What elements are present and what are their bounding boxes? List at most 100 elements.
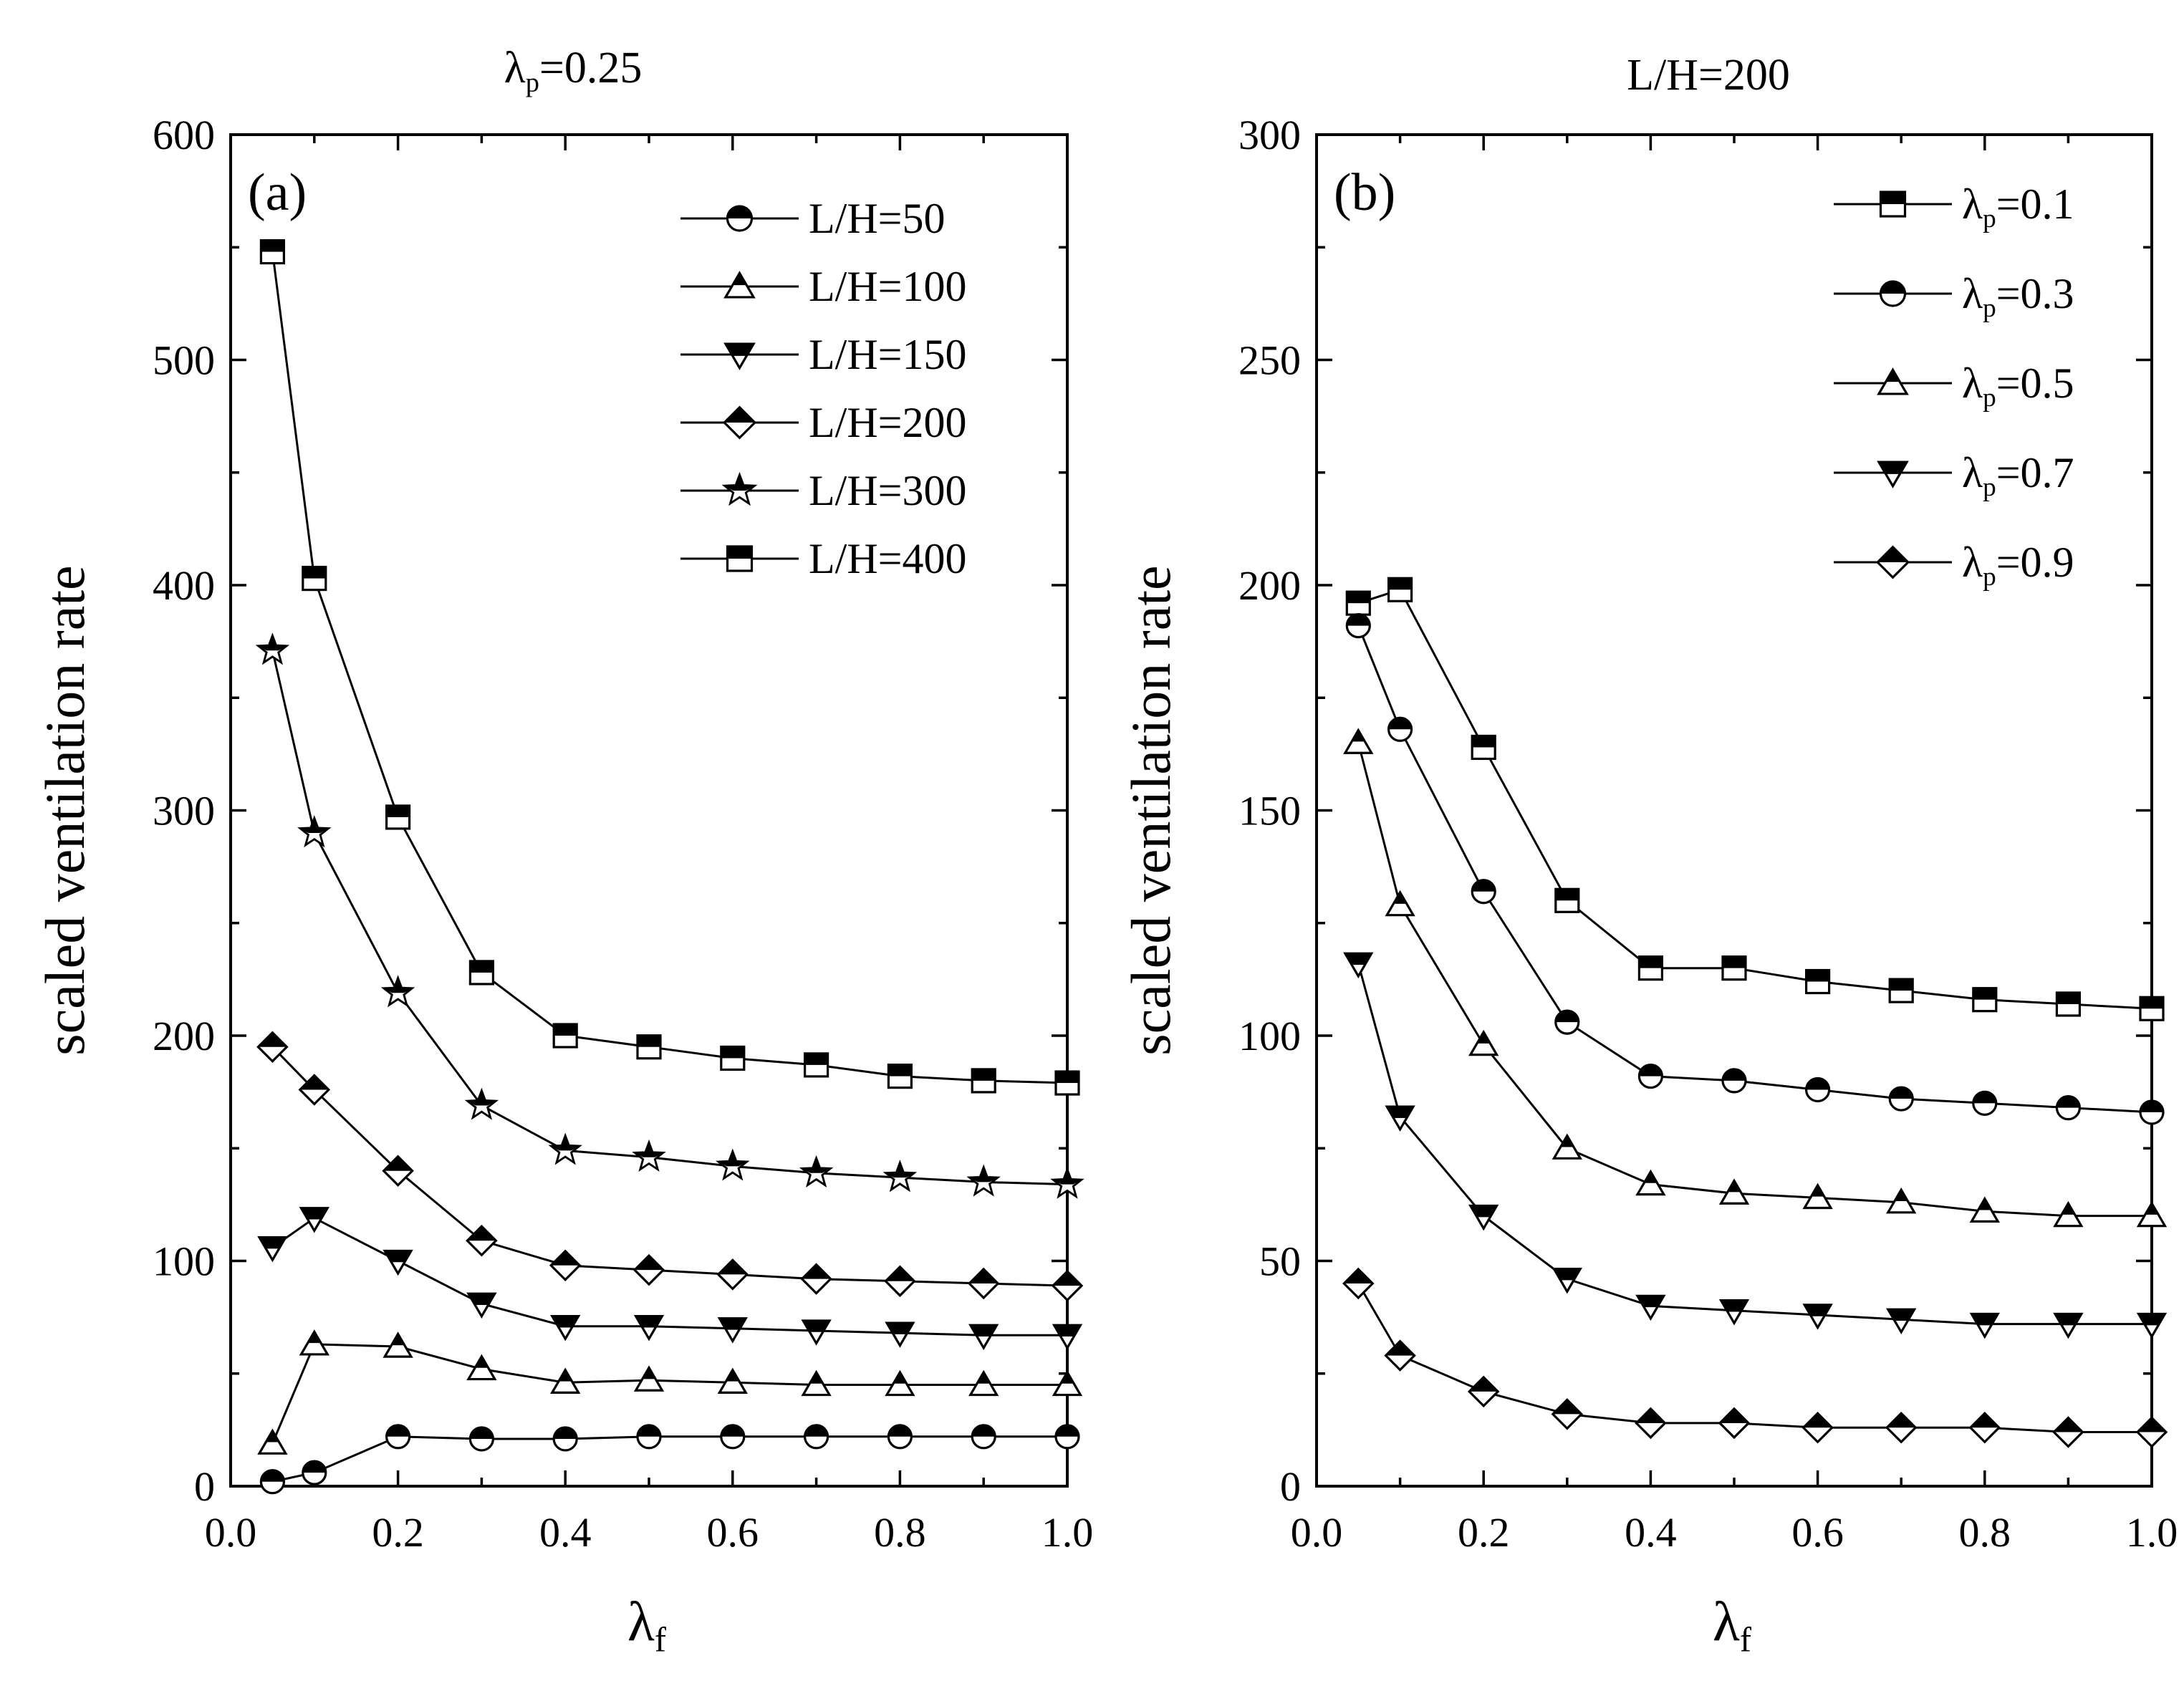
data-point-fill — [1387, 1107, 1413, 1118]
data-point — [882, 1160, 918, 1193]
y-tick-label: 300 — [1238, 112, 1301, 158]
legend-label-sub: p — [1983, 204, 1996, 233]
data-point-fill — [1385, 1341, 1415, 1356]
data-point — [1635, 1294, 1666, 1321]
legend-entry: L/H=300 — [680, 467, 967, 514]
data-point-fill — [1347, 614, 1370, 626]
data-point-fill — [1894, 1190, 1908, 1201]
legend-label: λp=0.5 — [1962, 360, 2074, 413]
y-tick-label: 50 — [1259, 1238, 1301, 1285]
data-point-fill — [301, 1208, 328, 1220]
data-point — [1384, 1339, 1416, 1372]
data-point-outline — [2136, 1200, 2168, 1228]
x-axis-title-main: λ — [1713, 1590, 1740, 1652]
data-point — [887, 1064, 913, 1089]
data-point-fill — [1806, 1078, 1829, 1090]
legend-label: λp=0.3 — [1962, 270, 2074, 323]
data-point-fill — [642, 1367, 656, 1379]
legend-marker-fill — [724, 407, 755, 423]
legend-entry: L/H=200 — [680, 399, 967, 446]
data-point — [2053, 1200, 2084, 1228]
data-point-fill — [638, 1425, 660, 1437]
legend-label: λp=0.1 — [1962, 180, 2074, 233]
data-point-fill — [1560, 1135, 1574, 1147]
legend-label-main: λ — [1962, 539, 1983, 586]
data-point-fill — [718, 1151, 747, 1167]
data-point-fill — [1973, 988, 1996, 1000]
data-point-outline — [1052, 1369, 1083, 1397]
legend-label-sub: p — [1983, 383, 1996, 413]
data-point-fill — [1344, 1268, 1373, 1283]
data-point — [632, 1253, 665, 1286]
y-axis-title: scaled ventilation rate — [34, 565, 96, 1055]
data-point — [1805, 1076, 1831, 1103]
legend-marker-fill — [1878, 462, 1908, 474]
y-tick-label: 0 — [194, 1463, 215, 1510]
data-point — [382, 1155, 414, 1187]
data-point-fill — [468, 1294, 495, 1306]
data-point-fill — [1803, 1413, 1832, 1428]
data-point — [1342, 1267, 1375, 1300]
data-point-fill — [1806, 970, 1829, 982]
data-point-fill — [2145, 1203, 2159, 1215]
data-point-fill — [2138, 1314, 2165, 1326]
data-point — [297, 815, 332, 848]
panel-title: λp=0.25 — [504, 44, 643, 97]
data-point-fill — [1393, 892, 1407, 904]
data-point-fill — [1890, 979, 1913, 991]
legend-label-sub: p — [1983, 562, 1996, 592]
legend-marker-fill — [732, 273, 747, 286]
legend-marker — [726, 545, 754, 572]
y-tick-label: 100 — [1238, 1013, 1301, 1059]
data-point — [1385, 890, 1415, 917]
data-point — [2052, 1416, 2084, 1448]
data-point — [1886, 1308, 1917, 1335]
series-λp=0.5 — [1343, 728, 2168, 1228]
data-point — [2139, 1099, 2165, 1125]
data-point-fill — [386, 805, 410, 817]
data-point-fill — [261, 240, 284, 252]
legend-marker — [726, 205, 754, 232]
legend-label: λp=0.9 — [1962, 539, 2074, 592]
x-tick-label: 0.4 — [1625, 1509, 1677, 1556]
y-tick-label: 600 — [153, 112, 215, 158]
data-point — [2136, 1200, 2168, 1228]
data-point-fill — [888, 1425, 912, 1437]
data-point-fill — [1470, 1205, 1497, 1218]
data-point-fill — [2140, 1100, 2163, 1112]
series-λp=0.1 — [1345, 577, 2165, 1021]
data-point-outline — [550, 1367, 581, 1394]
data-point-fill — [2056, 1096, 2080, 1108]
data-point-fill — [1804, 1304, 1831, 1316]
data-point — [1635, 1407, 1667, 1440]
data-point-fill — [2055, 1314, 2082, 1326]
data-point-fill — [391, 1334, 405, 1346]
data-point — [1888, 978, 1914, 1003]
data-point — [385, 804, 411, 830]
data-point-fill — [1639, 1064, 1663, 1076]
y-axis-title: scaled ventilation rate — [1120, 565, 1182, 1055]
data-point — [549, 1249, 582, 1282]
data-point — [1551, 1398, 1584, 1430]
data-point — [1718, 1407, 1751, 1440]
data-point-fill — [802, 1158, 831, 1173]
legend-marker — [1877, 461, 1909, 488]
data-point — [720, 1045, 746, 1071]
data-point — [885, 1369, 915, 1397]
data-point — [468, 960, 495, 986]
data-point — [1969, 1196, 2000, 1223]
data-point-fill — [551, 1251, 580, 1266]
data-point — [1637, 955, 1663, 981]
data-point — [1471, 734, 1496, 761]
data-point — [2139, 996, 2165, 1021]
series-λp=0.9 — [1342, 1267, 2168, 1448]
legend-label-main: λ — [1962, 449, 1983, 496]
data-point-fill — [718, 1260, 747, 1275]
x-axis-title: λf — [627, 1590, 667, 1659]
data-point-fill — [893, 1372, 907, 1384]
data-point-outline — [1385, 890, 1415, 917]
data-point — [633, 1315, 665, 1341]
data-point-fill — [470, 1427, 494, 1439]
data-point — [2135, 1416, 2168, 1448]
data-point — [1052, 1369, 1083, 1397]
